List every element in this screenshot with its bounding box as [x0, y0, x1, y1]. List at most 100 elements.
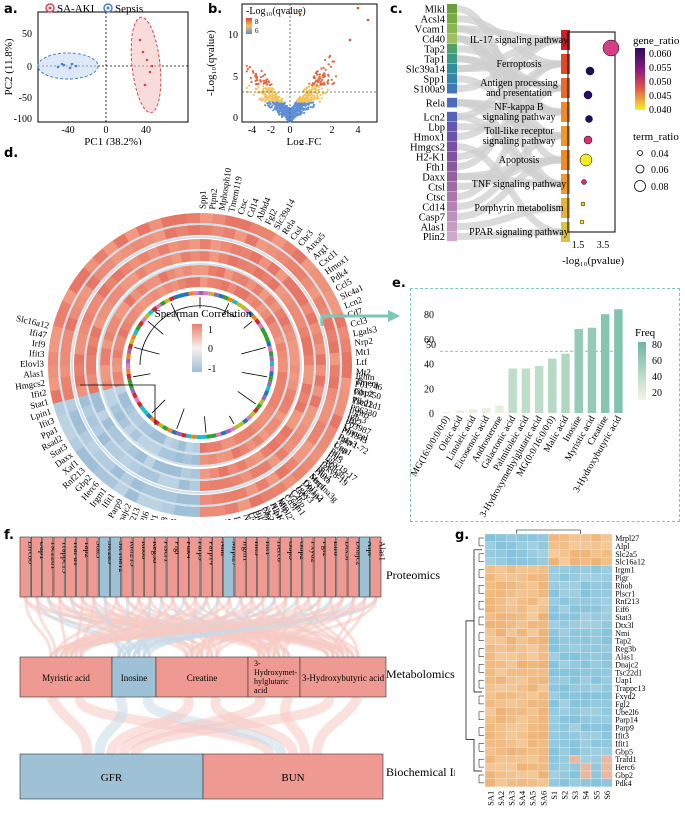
heatmap-cell — [484, 778, 496, 787]
heatmap-cell-positive — [270, 391, 283, 403]
heatmap-cell-negative — [166, 476, 180, 490]
volcano-point — [245, 64, 248, 67]
volcano-point — [319, 81, 322, 84]
ring-gap — [110, 275, 290, 455]
volcano-point — [285, 109, 288, 112]
volcano-point — [320, 97, 323, 100]
protein-node — [279, 536, 291, 598]
threshold-label: 50 — [426, 340, 436, 351]
heatmap-cell-positive — [276, 371, 288, 381]
heatmap-cell — [569, 573, 581, 582]
cluster-strip — [168, 295, 175, 302]
cluster-strip — [213, 292, 220, 298]
heatmap-cell — [569, 731, 581, 740]
volcano-point — [267, 91, 270, 94]
heatmap-cell-positive — [230, 446, 243, 460]
heatmap-cell-positive — [86, 373, 98, 385]
heatmap-cell — [516, 541, 528, 550]
heatmap-cell-positive — [200, 265, 210, 276]
heatmap-cell-positive — [232, 285, 245, 298]
heatmap-cell-positive — [222, 449, 235, 462]
heatmap-cell — [559, 755, 570, 764]
volcano-point — [281, 97, 284, 100]
heatmap-cell — [516, 731, 528, 740]
heatmap-cell-positive — [219, 438, 231, 451]
heatmap-cell — [537, 541, 549, 550]
heatmap-cell-positive — [291, 248, 308, 265]
heatmap-cell-negative — [101, 473, 119, 490]
heatmap-cell — [527, 604, 539, 614]
heatmap-cell — [527, 589, 539, 598]
heatmap-cell-positive — [48, 338, 61, 353]
volcano-point — [262, 98, 265, 101]
heatmap-cell-positive — [239, 246, 254, 261]
volcano-point — [306, 97, 309, 100]
heatmap-cell — [569, 715, 581, 724]
heatmap-cell — [537, 707, 549, 716]
volcano-point — [311, 83, 314, 86]
heatmap-cell — [559, 699, 570, 708]
heatmap-cell-positive — [219, 477, 233, 490]
heatmap-cell — [590, 557, 602, 566]
gene-node — [447, 13, 457, 24]
freq-colorbar — [638, 342, 646, 400]
heatmap-cell — [590, 691, 602, 701]
volcano-point — [255, 88, 258, 91]
heatmap-cell-positive — [239, 470, 254, 484]
heatmap-cell — [590, 770, 602, 780]
heatmap-cell — [506, 541, 517, 550]
heatmap-cell — [506, 581, 517, 590]
heatmap-cell — [484, 533, 496, 543]
heatmap-cell-positive — [226, 254, 240, 268]
heatmap-cell-positive — [306, 284, 322, 301]
volcano-point — [274, 104, 277, 107]
heatmap-cell-positive — [152, 229, 167, 243]
heatmap-cell-positive — [290, 308, 304, 322]
svg-text:0: 0 — [208, 344, 213, 355]
cluster-strip — [190, 434, 197, 439]
volcano-point — [293, 104, 296, 107]
heatmap-cell-positive — [303, 355, 314, 366]
volcano-legend-title: -Log₁₀(qvalue) — [246, 6, 306, 17]
heatmap-cell — [548, 644, 560, 653]
gene-label: Alas1 — [421, 222, 446, 233]
volcano-point — [318, 79, 321, 82]
volcano-point — [245, 70, 248, 73]
heatmap-cell — [484, 628, 496, 637]
volcano-point — [267, 80, 270, 83]
volcano-point — [334, 75, 338, 78]
heatmap-cell — [559, 715, 570, 724]
enrichment-dot — [585, 115, 593, 123]
heatmap-cell — [601, 581, 613, 590]
heatmap-cell-positive — [160, 215, 176, 228]
gene-node — [447, 201, 457, 212]
heatmap-cell — [484, 565, 496, 574]
heatmap-cell-positive — [226, 282, 238, 295]
heatmap-cell — [559, 620, 570, 629]
volcano-point — [282, 104, 285, 107]
saaki-points — [138, 38, 154, 87]
heatmap-cell-positive — [135, 282, 149, 297]
heatmap-cell — [506, 668, 517, 677]
volcano-point — [321, 83, 324, 86]
volcano-point — [320, 67, 323, 70]
gene-label: Vcam1 — [415, 25, 445, 36]
heatmap-cell — [601, 660, 613, 669]
heatmap-cell — [559, 778, 570, 787]
dotplot-frame — [567, 31, 616, 233]
volcano-point — [309, 105, 312, 109]
volcano-point — [298, 100, 301, 103]
heatmap-cell-negative — [160, 502, 176, 515]
heatmap-cell — [516, 683, 528, 693]
row-dendrogram — [478, 743, 484, 752]
volcano-point — [272, 109, 275, 112]
cluster-strip — [269, 355, 274, 362]
row-dendrogram — [478, 711, 484, 720]
heatmap-cell-positive — [120, 320, 133, 333]
heatmap-cell — [516, 778, 528, 787]
cluster-strip — [269, 371, 274, 377]
heatmap-cell — [537, 683, 549, 693]
heatmap-cell — [580, 731, 592, 740]
heatmap-row-label: Rhob — [615, 581, 632, 590]
heatmap-cell — [580, 565, 592, 574]
